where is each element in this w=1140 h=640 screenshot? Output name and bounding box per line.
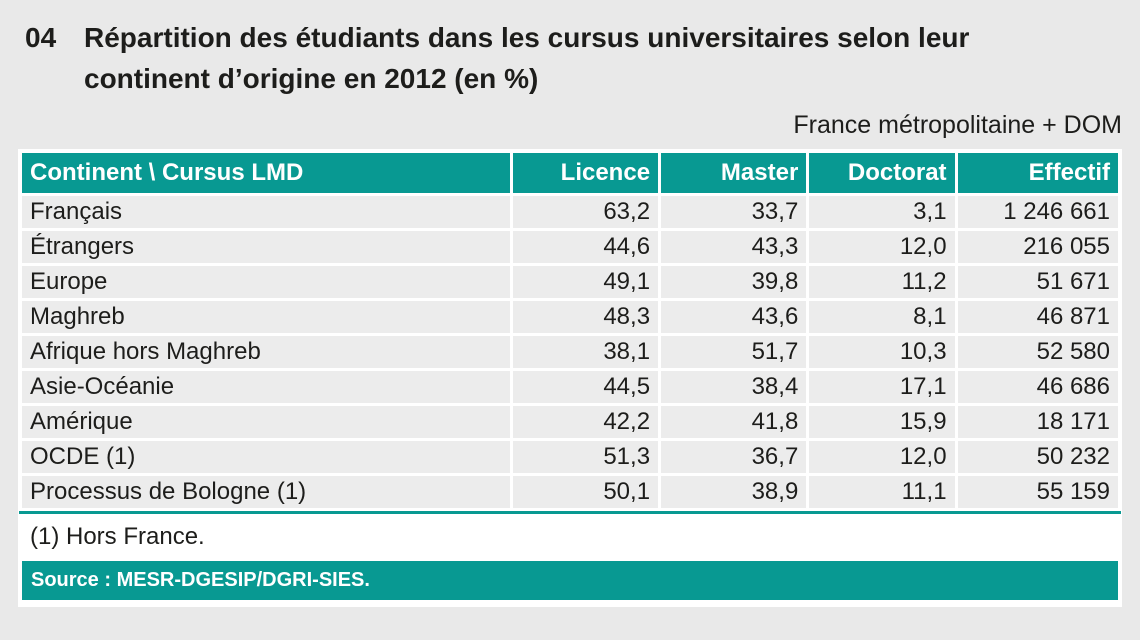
- cell-value: 11,2: [809, 266, 955, 298]
- cell-value: 49,1: [512, 266, 659, 298]
- row-label: Europe: [22, 266, 510, 298]
- cell-value: 46 871: [957, 301, 1118, 333]
- cell-value: 3,1: [809, 196, 955, 228]
- table-panel: Continent \ Cursus LMD Licence Master Docto…: [18, 149, 1122, 607]
- row-label: Processus de Bologne (1): [22, 476, 510, 508]
- table-row: Amérique 42,2 41,8 15,9 18 171: [22, 406, 1118, 438]
- cell-value: 1 246 661: [957, 196, 1118, 228]
- cell-value: 38,4: [661, 371, 807, 403]
- cell-value: 48,3: [512, 301, 659, 333]
- cell-value: 10,3: [809, 336, 955, 368]
- row-label: Afrique hors Maghreb: [22, 336, 510, 368]
- row-label: OCDE (1): [22, 441, 510, 473]
- cell-value: 38,9: [661, 476, 807, 508]
- table-row: Afrique hors Maghreb 38,1 51,7 10,3 52 580: [22, 336, 1118, 368]
- page: 04 Répartition des étudiants dans les cu…: [0, 0, 1140, 607]
- column-header: Master: [661, 153, 807, 193]
- cell-value: 55 159: [957, 476, 1118, 508]
- figure-title-line2: continent d’origine en 2012 (en %): [84, 63, 539, 94]
- table-row: Étrangers 44,6 43,3 12,0 216 055: [22, 231, 1118, 263]
- table-header-row: Continent \ Cursus LMD Licence Master Docto…: [22, 153, 1118, 193]
- cell-value: 33,7: [661, 196, 807, 228]
- footnote: (1) Hors France.: [19, 514, 1121, 561]
- figure-title-line1: Répartition des étudiants dans les cursu…: [84, 22, 970, 53]
- cell-value: 43,6: [661, 301, 807, 333]
- cell-value: 43,3: [661, 231, 807, 263]
- cell-value: 216 055: [957, 231, 1118, 263]
- cell-value: 51,3: [512, 441, 659, 473]
- table-row: Maghreb 48,3 43,6 8,1 46 871: [22, 301, 1118, 333]
- cell-value: 42,2: [512, 406, 659, 438]
- cell-value: 44,6: [512, 231, 659, 263]
- figure-number: 04: [25, 22, 57, 53]
- cell-value: 44,5: [512, 371, 659, 403]
- data-table: Continent \ Cursus LMD Licence Master Docto…: [19, 150, 1121, 511]
- table-row: Europe 49,1 39,8 11,2 51 671: [22, 266, 1118, 298]
- cell-value: 51 671: [957, 266, 1118, 298]
- row-label: Français: [22, 196, 510, 228]
- cell-value: 41,8: [661, 406, 807, 438]
- table-bottom-rule: [19, 511, 1121, 514]
- row-label: Étrangers: [22, 231, 510, 263]
- column-header-continent: Continent \ Cursus LMD: [22, 153, 510, 193]
- cell-value: 18 171: [957, 406, 1118, 438]
- row-label: Asie-Océanie: [22, 371, 510, 403]
- cell-value: 50 232: [957, 441, 1118, 473]
- cell-value: 51,7: [661, 336, 807, 368]
- cell-value: 38,1: [512, 336, 659, 368]
- cell-value: 36,7: [661, 441, 807, 473]
- column-header: Licence: [512, 153, 659, 193]
- table-row: OCDE (1) 51,3 36,7 12,0 50 232: [22, 441, 1118, 473]
- row-label: Amérique: [22, 406, 510, 438]
- cell-value: 17,1: [809, 371, 955, 403]
- figure-header: 04 Répartition des étudiants dans les cu…: [0, 0, 1140, 99]
- cell-value: 52 580: [957, 336, 1118, 368]
- figure-title: Répartition des étudiants dans les cursu…: [84, 17, 969, 99]
- table-row: Asie-Océanie 44,5 38,4 17,1 46 686: [22, 371, 1118, 403]
- cell-value: 50,1: [512, 476, 659, 508]
- cell-value: 11,1: [809, 476, 955, 508]
- row-label: Maghreb: [22, 301, 510, 333]
- cell-value: 46 686: [957, 371, 1118, 403]
- source-bar: Source : MESR-DGESIP/DGRI-SIES.: [22, 561, 1118, 600]
- scope-note: France métropolitaine + DOM: [793, 111, 1122, 139]
- table-row: Français 63,2 33,7 3,1 1 246 661: [22, 196, 1118, 228]
- table-row: Processus de Bologne (1) 50,1 38,9 11,1 55 1…: [22, 476, 1118, 508]
- cell-value: 12,0: [809, 441, 955, 473]
- cell-value: 12,0: [809, 231, 955, 263]
- cell-value: 39,8: [661, 266, 807, 298]
- cell-value: 15,9: [809, 406, 955, 438]
- column-header: Doctorat: [809, 153, 955, 193]
- column-header: Effectif: [957, 153, 1118, 193]
- cell-value: 8,1: [809, 301, 955, 333]
- cell-value: 63,2: [512, 196, 659, 228]
